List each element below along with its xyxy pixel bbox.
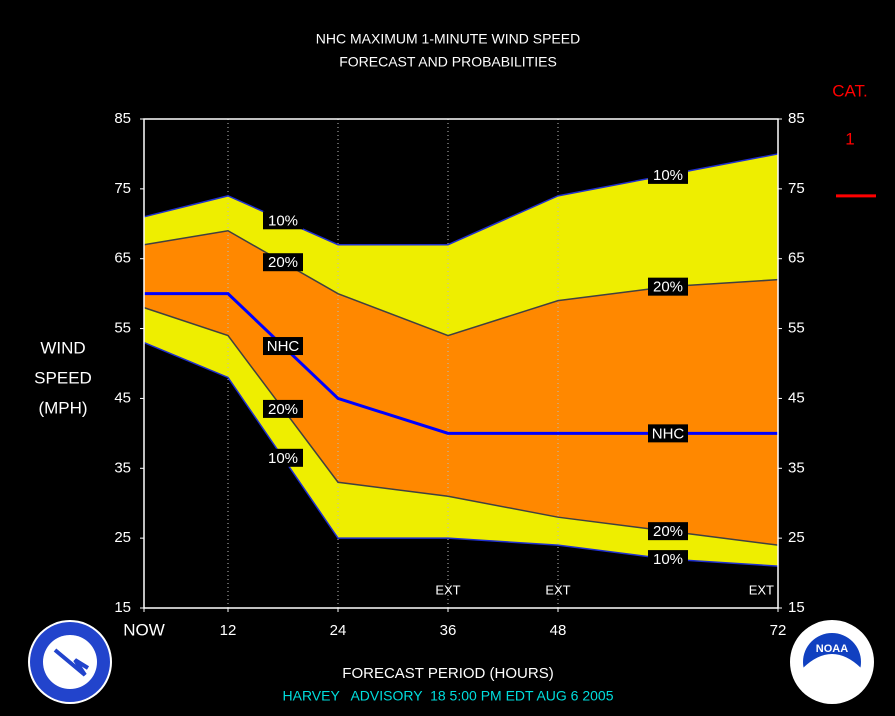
ext-label: EXT [435, 582, 460, 597]
series-label: 10% [268, 212, 298, 229]
ext-label: EXT [545, 582, 570, 597]
probability-band [144, 230, 778, 546]
y-tick-label: 55 [114, 320, 131, 337]
y-tick-label: 15 [114, 599, 131, 616]
series-label-box [263, 337, 303, 356]
x-tick-label: 48 [550, 622, 567, 639]
series-label-box [263, 448, 303, 467]
ext-label: EXT [749, 582, 774, 597]
series-label: 20% [653, 279, 683, 296]
series-label: 10% [653, 551, 683, 568]
category-name: 1 [845, 129, 854, 148]
y2-tick-label: 55 [788, 320, 805, 337]
y2-tick-label: 35 [788, 459, 805, 476]
y-axis-label: SPEED [34, 368, 92, 387]
plot-border [143, 118, 779, 609]
series-label-box [648, 277, 688, 296]
y-axis-label: WIND [40, 338, 85, 357]
chart-title: FORECAST AND PROBABILITIES [339, 54, 557, 70]
x-tick-label: 24 [330, 622, 347, 639]
y-tick-label: 85 [114, 110, 131, 127]
series-label-box [263, 399, 303, 418]
x-axis-label: FORECAST PERIOD (HOURS) [342, 665, 553, 682]
series-label: NHC [267, 338, 300, 355]
logo-bolt [53, 648, 90, 677]
series-label-box [648, 522, 688, 541]
y-tick-label: 75 [114, 180, 131, 197]
y-tick-label: 45 [114, 389, 131, 406]
y-tick-label: 35 [114, 459, 131, 476]
y-tick-label: 25 [114, 529, 131, 546]
x-tick-label: 12 [220, 622, 237, 639]
series-label-box [648, 550, 688, 569]
series-label: 20% [653, 523, 683, 540]
plot: 10% 10% 20% 20% NHC NHC 20% 20% 10% 10% EXT EXT EXT [143, 118, 779, 609]
category-title: CAT. [832, 81, 868, 100]
y2-tick-label: 25 [788, 529, 805, 546]
series-label: 10% [653, 167, 683, 184]
series-label-box [648, 165, 688, 184]
chart-title: NHC MAXIMUM 1-MINUTE WIND SPEED [316, 31, 580, 47]
logo-text: NOAA [816, 643, 848, 655]
series-label: 20% [268, 254, 298, 271]
x-tick-label: 72 [770, 622, 787, 639]
logo-gull [803, 654, 861, 697]
y2-tick-label: 45 [788, 389, 805, 406]
series-label-box [648, 424, 688, 443]
noaa-logo: NOAA [790, 620, 874, 704]
y2-tick-label: 85 [788, 110, 805, 127]
y2-tick-label: 15 [788, 599, 805, 616]
y2-tick-label: 65 [788, 250, 805, 267]
series-label: NHC [652, 425, 685, 442]
series-label: 10% [268, 450, 298, 467]
y2-tick-label: 75 [788, 180, 805, 197]
series-label-box [263, 253, 303, 272]
series-label: 20% [268, 401, 298, 418]
y-tick-label: 65 [114, 250, 131, 267]
x-tick-label: NOW [123, 620, 165, 639]
y-axis-label: (MPH) [38, 398, 87, 417]
x-tick-label: 36 [440, 622, 457, 639]
footer: HARVEY ADVISORY 18 5:00 PM EDT AUG 6 200… [283, 688, 614, 704]
nws-logo [28, 620, 112, 704]
series-label-box [263, 211, 303, 230]
